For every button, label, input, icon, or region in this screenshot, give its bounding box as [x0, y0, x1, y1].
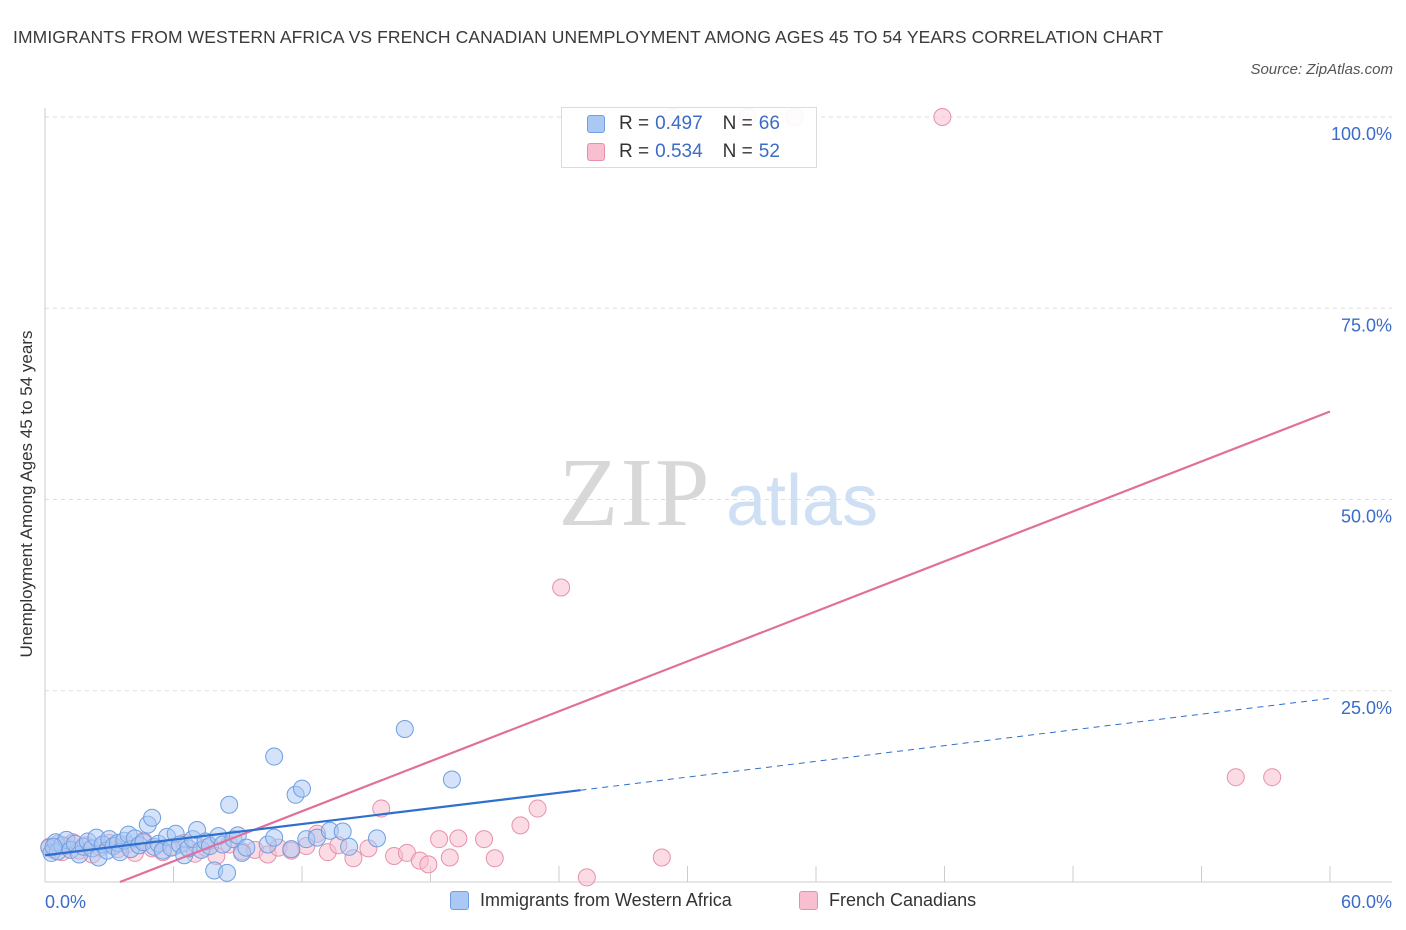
data-point-western-africa — [367, 829, 386, 848]
data-point-french-canadians — [1226, 768, 1245, 787]
trend-line-western-africa-extension — [580, 697, 1331, 791]
trend-lines — [44, 410, 1331, 884]
source-label: Source: ZipAtlas.com — [1250, 61, 1393, 78]
y-axis-label: Unemployment Among Ages 45 to 54 years — [17, 330, 36, 658]
trend-line-western-africa — [44, 789, 581, 857]
y-tick-label: 100.0% — [1331, 124, 1392, 144]
data-point-western-africa — [395, 720, 414, 738]
data-point-french-canadians — [933, 108, 952, 126]
y-tick-label: 25.0% — [1341, 698, 1392, 718]
data-point-western-africa — [282, 840, 301, 859]
tick-labels: 25.0% 50.0% 75.0% 100.0% 0.0% 60.0% — [45, 124, 1392, 912]
data-point-western-africa — [340, 837, 359, 856]
data-point-french-canadians — [419, 855, 438, 874]
data-point-western-africa — [44, 837, 63, 856]
data-point-french-canadians — [1263, 768, 1282, 787]
stats-swatch-pink — [587, 143, 605, 161]
data-point-western-africa — [220, 795, 239, 814]
stats-n-label: N = — [722, 141, 753, 162]
legend-swatch-pink — [799, 891, 818, 910]
stats-row-french-canadians: R = 0.534 N = 52 — [587, 139, 780, 165]
legend-label: French Canadians — [829, 890, 977, 910]
legend-item-western-africa[interactable]: Immigrants from Western Africa — [450, 890, 732, 911]
data-point-french-canadians — [475, 830, 494, 849]
data-point-western-africa — [442, 770, 461, 789]
stats-r-value: 0.534 — [655, 141, 703, 162]
stats-n-label: N = — [722, 113, 753, 134]
stats-swatch-blue — [587, 115, 605, 133]
data-point-french-canadians — [440, 848, 459, 867]
data-point-french-canadians — [652, 848, 671, 867]
data-point-western-africa — [237, 838, 256, 857]
watermark: ZIP atlas — [559, 439, 879, 547]
western-africa-points — [40, 720, 461, 882]
data-point-french-canadians — [485, 849, 504, 868]
data-point-french-canadians — [430, 830, 449, 849]
grid-lines — [45, 116, 1392, 692]
stats-r-value: 0.497 — [655, 113, 703, 134]
data-point-western-africa — [265, 747, 284, 766]
watermark-atlas: atlas — [726, 461, 878, 541]
legend-item-french-canadians[interactable]: French Canadians — [799, 890, 976, 911]
data-point-french-canadians — [511, 816, 530, 835]
stats-box: R = 0.497 N = 66 R = 0.534 N = 52 — [561, 107, 817, 168]
data-point-western-africa — [293, 779, 311, 798]
stats-n-value: 66 — [758, 113, 780, 134]
chart-title: IMMIGRANTS FROM WESTERN AFRICA VS FRENCH… — [13, 27, 1164, 47]
watermark-zip: ZIP — [559, 439, 712, 547]
data-point-french-canadians — [552, 578, 571, 597]
trend-line-french-canadians — [119, 410, 1331, 884]
data-point-western-africa — [218, 863, 237, 882]
data-point-french-canadians — [577, 868, 596, 887]
data-point-french-canadians — [449, 829, 468, 848]
stats-row-western-africa: R = 0.497 N = 66 — [587, 111, 780, 137]
y-tick-label: 50.0% — [1341, 507, 1392, 527]
stats-r-label: R = — [619, 141, 650, 162]
x-tick-label: 60.0% — [1341, 892, 1392, 912]
data-point-western-africa — [265, 828, 284, 847]
y-tick-label: 75.0% — [1341, 315, 1392, 335]
x-tick-label: 0.0% — [45, 892, 86, 912]
stats-n-value: 52 — [758, 141, 780, 162]
data-point-western-africa — [333, 822, 352, 841]
legend-label: Immigrants from Western Africa — [480, 890, 732, 910]
legend-swatch-blue — [450, 891, 469, 910]
data-point-french-canadians — [528, 799, 547, 818]
stats-r-label: R = — [619, 113, 650, 134]
axes — [44, 108, 1392, 883]
data-point-western-africa — [143, 808, 162, 827]
